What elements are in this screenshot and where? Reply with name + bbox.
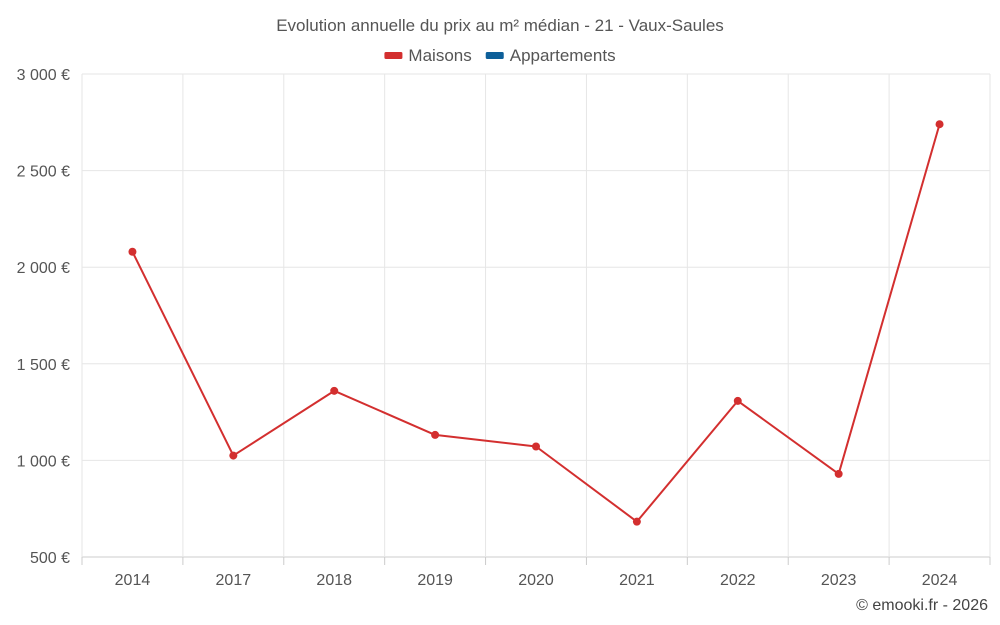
data-point[interactable] — [330, 386, 339, 395]
data-point[interactable] — [834, 469, 843, 478]
x-axis: 2014 2017 2018 2019 2020 2021 2022 2023 2024 — [115, 572, 958, 589]
legend-label: Appartements — [510, 46, 616, 65]
credit-text: © emooki.fr - 2026 — [856, 597, 988, 614]
x-tick-label: 2022 — [720, 572, 756, 589]
legend: Maisons Appartements — [384, 46, 616, 65]
data-point[interactable] — [431, 430, 440, 439]
chart-title: Evolution annuelle du prix au m² médian … — [276, 16, 724, 35]
x-tick-label: 2023 — [821, 572, 857, 589]
data-point[interactable] — [733, 396, 742, 405]
data-point[interactable] — [632, 517, 641, 526]
x-tick-label: 2017 — [216, 572, 252, 589]
y-tick-label: 2 500 € — [17, 164, 70, 181]
gridlines — [81, 73, 991, 565]
series-layer — [128, 120, 944, 526]
y-tick-label: 500 € — [30, 550, 70, 567]
data-point[interactable] — [532, 442, 540, 451]
legend-swatch[interactable] — [384, 52, 403, 59]
x-tick-label: 2018 — [316, 572, 352, 589]
x-tick-label: 2014 — [115, 572, 151, 589]
x-tick-label: 2019 — [417, 572, 453, 589]
y-tick-label: 1 000 € — [17, 453, 70, 470]
x-tick-label: 2024 — [922, 572, 958, 589]
y-tick-label: 1 500 € — [17, 357, 70, 374]
legend-label: Maisons — [408, 46, 471, 65]
y-tick-label: 3 000 € — [17, 67, 70, 84]
y-axis: 500 € 1 000 € 1 500 € 2 000 € 2 500 € 3 000 € — [17, 67, 70, 567]
data-point[interactable] — [128, 247, 137, 256]
data-point[interactable] — [229, 451, 238, 460]
x-tick-label: 2021 — [619, 572, 655, 589]
series-line-maisons — [131, 123, 941, 523]
legend-swatch[interactable] — [485, 52, 504, 59]
x-tick-label: 2020 — [518, 572, 554, 589]
y-tick-label: 2 000 € — [17, 260, 70, 277]
data-point[interactable] — [935, 120, 944, 129]
